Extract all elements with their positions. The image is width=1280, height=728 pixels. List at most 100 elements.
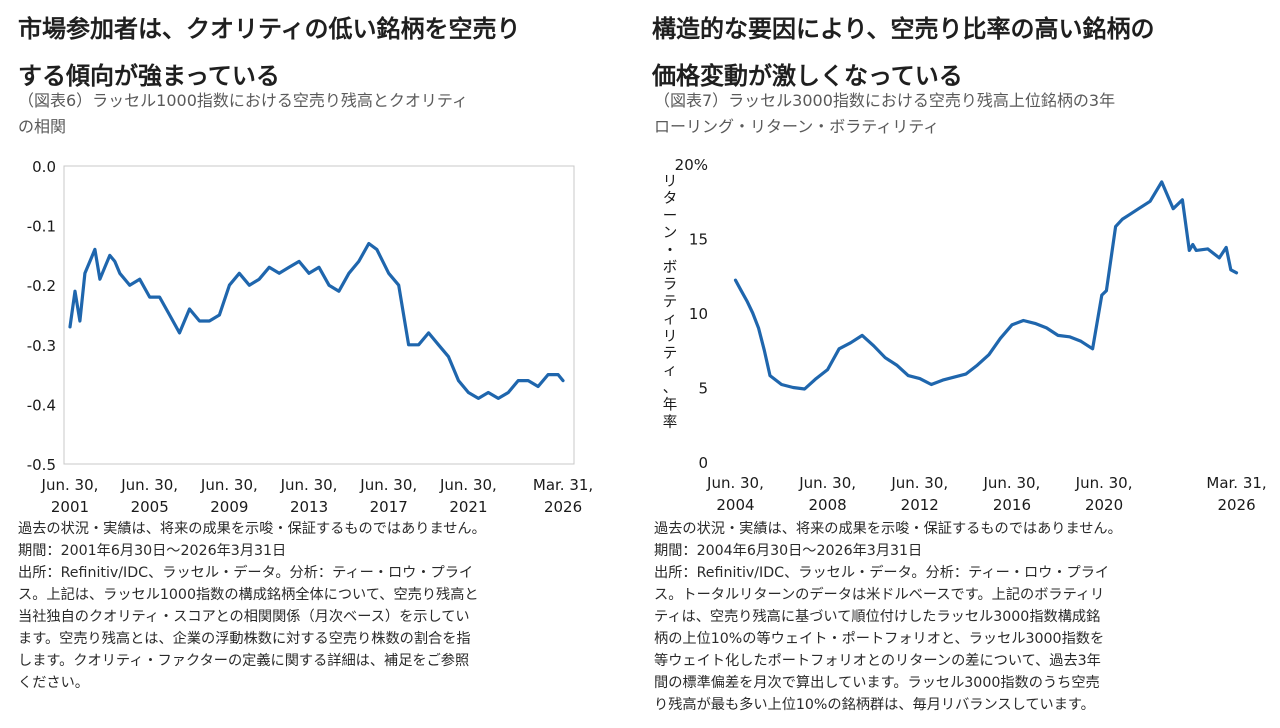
x-tick-label: 2005 [131,498,169,516]
right-headline: 構造的な要因により、空売り比率の高い銘柄の 価格変動が激しくなっている [652,6,1252,100]
data-point [1033,322,1037,325]
left-note-line: ます。空売り残高とは、企業の浮動株数に対する空売り株数の割合を指 [18,631,471,647]
left-footnotes: 過去の状況・実績は、将来の成果を示唆・保証するものではありません。 期間：200… [18,518,618,694]
data-point [198,319,201,323]
data-point [1010,323,1014,327]
x-tick-label: Jun. 30, [706,474,764,492]
data-point [1225,246,1228,249]
x-tick-label: Mar. 31, [1206,474,1266,492]
data-point [546,373,550,376]
data-point [258,278,261,281]
data-point [1229,268,1232,271]
y-tick-label: 0.0 [32,158,56,176]
data-point [1056,334,1060,337]
data-point [1121,217,1124,221]
data-point [895,363,898,367]
data-point [507,391,510,394]
y-tick-label: 20% [675,156,708,174]
data-point [826,368,829,371]
y-tick-label: -0.3 [27,337,56,355]
right-note-line: 過去の状況・実績は、将来の成果を示唆・保証するものではありません。 [654,521,1122,537]
right-footnotes: 過去の状況・実績は、将来の成果を示唆・保証するものではありません。 期間：200… [654,518,1254,716]
data-point [930,383,933,386]
data-point [437,343,440,346]
data-point [763,349,766,352]
data-point [999,337,1002,340]
left-headline-line1: 市場参加者は、クオリティの低い銘柄を空売り [18,15,521,43]
data-point [791,386,795,389]
data-point [375,248,378,251]
y-tick-label: -0.4 [27,396,56,414]
data-point [83,272,87,275]
x-tick-label: Jun. 30, [982,474,1040,492]
data-point [527,379,530,382]
data-point [497,397,500,400]
right-headline-line1: 構造的な要因により、空売り比率の高い銘柄の [652,15,1155,43]
left-chart-subtitle: （図表6）ラッセル1000指数における空売り残高とクオリティ の相関 [18,88,608,140]
data-point [208,319,211,323]
data-point [884,356,887,359]
data-point [68,325,72,329]
data-point [248,284,251,287]
x-tick-label: Jun. 30, [359,476,417,494]
x-tick-label: 2026 [1217,496,1255,514]
data-point [218,313,221,317]
left-note-line: 過去の状況・実績は、将来の成果を示唆・保証するものではありません。 [18,521,486,537]
data-point [780,383,783,386]
data-point [1128,213,1131,216]
data-point [941,378,944,382]
x-tick-label: Jun. 30, [200,476,258,494]
data-point [128,284,131,287]
y-tick-label: -0.1 [27,218,56,236]
data-point [118,272,122,275]
right-note-line: 柄の上位10%の等ウェイト・ポートフォリオと、ラッセル3000指数を [654,631,1105,647]
data-point [148,295,151,299]
data-point [1148,200,1152,203]
data-point [872,344,875,347]
data-point [138,278,141,281]
x-tick-label: Jun. 30, [1075,474,1133,492]
data-point [337,290,341,293]
data-point [1079,340,1083,343]
data-point [477,397,480,400]
plot-frame [63,165,575,465]
x-tick-label: Jun. 30, [798,474,856,492]
data-point [1188,249,1191,252]
data-point [88,260,92,263]
x-tick-label: 2016 [993,496,1031,514]
left-note-line: ス。上記は、ラッセル1000指数の構成銘柄全体について、空売り残高と [18,587,479,603]
data-point [73,290,77,293]
x-tick-label: 2004 [716,496,754,514]
data-point [803,387,806,391]
data-point [849,341,852,344]
data-point [1091,347,1094,350]
data-point [1181,198,1184,201]
x-tick-label: Jun. 30, [439,476,497,494]
data-point [964,372,967,376]
left-note-line: 期間：2001年6月30日～2026年3月31日 [18,543,287,559]
volatility-line-chart: 20% 15 10 5 0 Jun. 30, 2004 Jun. 30, 2008 Jun. 30… [663,156,1267,514]
data-point [108,254,112,257]
data-point [1235,271,1238,274]
data-point [238,272,241,275]
data-point [317,266,321,269]
data-point [757,326,760,330]
x-tick-label: 2009 [210,498,248,516]
data-point [347,272,351,275]
data-point [397,284,400,287]
series-line [733,180,1239,391]
data-point [1022,319,1025,322]
data-point [113,260,117,263]
x-tick-label: 2020 [1085,496,1123,514]
left-note-line: 当社独自のクオリティ・スコアとの相関関係（月次ベース）を示してい [18,609,470,625]
data-point [751,311,754,315]
y-tick-label: -0.2 [27,277,56,295]
data-point [1137,207,1140,210]
left-panel: 市場参加者は、クオリティの低い銘柄を空売り する傾向が強まっている （図表6）ラ… [0,0,630,728]
data-point [987,353,991,356]
x-tick-label: Mar. 31, [533,476,593,494]
left-headline: 市場参加者は、クオリティの低い銘柄を空売り する傾向が強まっている [18,6,618,100]
data-point [387,272,390,275]
x-tick-label: 2008 [809,496,847,514]
right-note-line: 出所：Refinitiv/IDC、ラッセル・データ。分析：ティー・ロウ・プライ [654,565,1110,581]
